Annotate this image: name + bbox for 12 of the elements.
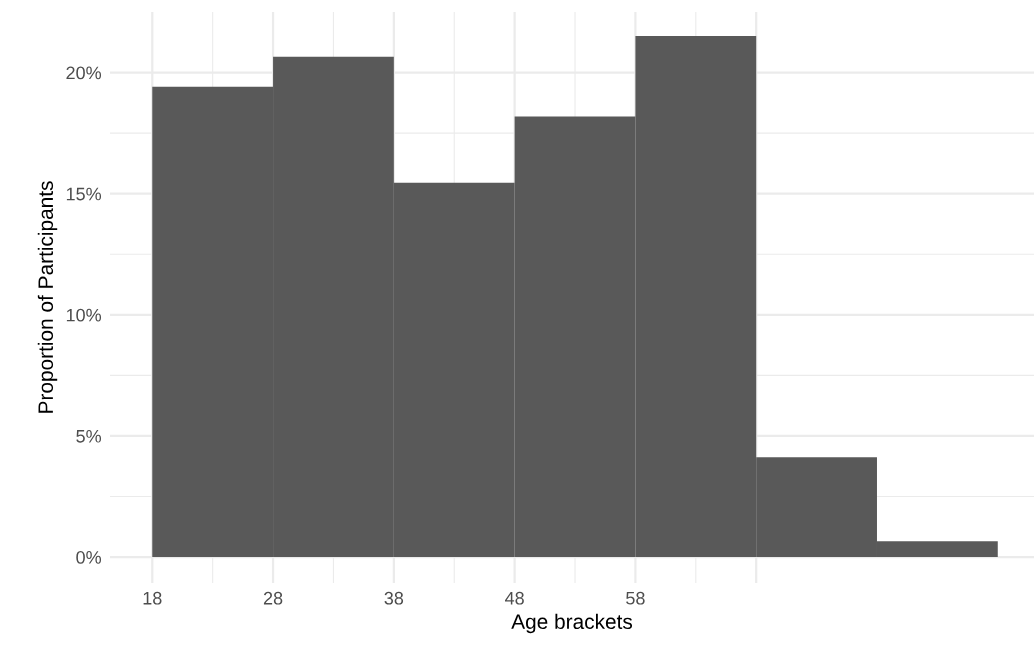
x-tick-label: 38 (384, 591, 404, 605)
y-axis-title: Proportion of Participants (37, 181, 58, 413)
x-tick-label: 48 (505, 591, 524, 605)
x-axis-title: Age brackets (511, 613, 633, 634)
y-tick-label: 20% (66, 66, 102, 80)
x-tick-label: 58 (626, 591, 645, 605)
y-tick-label: 0% (76, 551, 102, 564)
x-tick-label: 18 (143, 591, 162, 605)
y-tick-label: 5% (76, 429, 102, 443)
y-tick-label: 15% (66, 187, 102, 201)
x-tick-label: 28 (263, 591, 283, 605)
y-tick-label: 10% (66, 308, 102, 322)
